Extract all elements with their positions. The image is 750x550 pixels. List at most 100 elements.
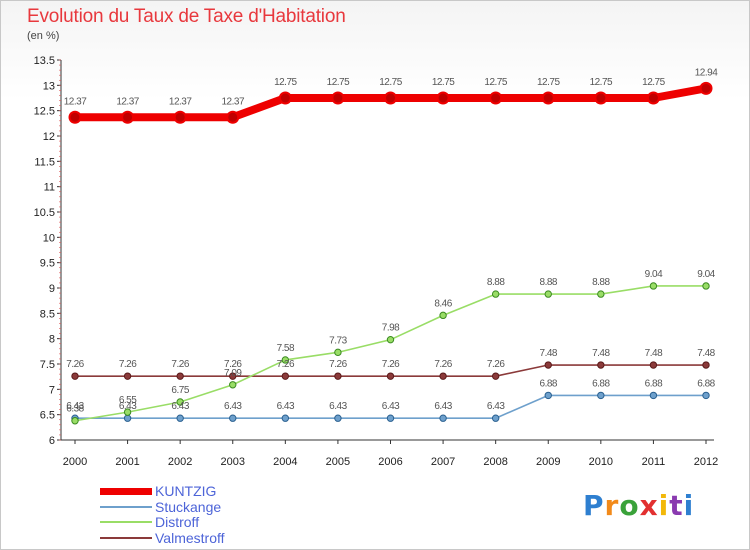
data-label: 7.73 [329,335,347,346]
data-label: 7.26 [382,359,400,370]
y-tick-label: 13.5 [34,55,55,67]
logo-letter: P [583,489,605,522]
legend-swatch-valmestroff [100,536,152,539]
y-tick-label: 12 [43,131,55,143]
data-point [649,361,658,369]
data-point [123,414,132,422]
line-chart: 66.577.588.599.51010.51111.51212.51313.5… [34,55,719,468]
legend-label: Valmestroff [155,529,225,546]
data-point [123,372,132,380]
data-label: 8.88 [540,277,558,288]
data-point [649,282,658,290]
data-point [229,414,237,422]
data-point [334,372,342,380]
data-label: 6.38 [66,404,84,415]
data-label: 7.48 [697,348,715,359]
data-label: 6.43 [329,401,347,412]
data-label: 6.43 [434,401,452,412]
y-tick-label: 9.5 [40,258,55,270]
data-label: 9.04 [645,269,663,280]
data-label: 7.26 [277,359,295,370]
data-point [439,372,447,380]
axes: 66.577.588.599.51010.51111.51212.51313.5… [34,55,719,468]
x-tick-label: 2011 [642,456,666,468]
data-label: 7.26 [487,359,505,370]
logo-letter: o [619,489,640,522]
data-label: 6.88 [697,378,715,389]
data-label: 6.43 [487,401,505,412]
data-label: 7.26 [119,359,137,370]
logo-letter: t [669,489,684,522]
data-label: 7.98 [382,323,400,334]
legend-swatch-distroff [100,521,152,523]
legend-label: Distroff [155,514,200,530]
y-tick-label: 8 [49,334,55,346]
data-point [702,391,710,400]
x-tick-label: 2009 [536,456,560,468]
data-label: 7.48 [645,348,663,359]
data-label: 12.94 [695,67,718,78]
y-tick-label: 7 [49,384,55,396]
y-tick-label: 6.5 [40,410,55,422]
x-tick-label: 2008 [483,456,507,468]
data-point [176,414,184,422]
data-label: 12.37 [64,96,87,107]
data-point [71,372,79,380]
data-point [281,356,290,364]
data-label: 6.43 [171,401,189,412]
legend-swatch-kuntzig [100,488,152,495]
data-label: 7.26 [329,359,347,370]
x-tick-label: 2007 [431,456,455,468]
data-point [491,290,500,298]
data-point-core [701,83,711,93]
data-label: 12.37 [221,96,244,107]
data-point [123,408,132,416]
data-point [597,290,605,298]
data-label: 6.43 [66,401,84,412]
data-point [229,372,237,380]
data-point-core [175,112,185,122]
data-label: 12.75 [432,77,455,88]
x-tick-label: 2004 [273,456,297,468]
logo-letter: i [683,489,695,522]
x-tick-label: 2003 [221,456,245,468]
data-point [281,414,290,422]
y-axis-unit: (en %) [27,30,60,42]
y-tick-label: 7.5 [40,359,55,371]
x-tick-label: 2001 [115,456,139,468]
data-label: 9.04 [697,269,715,280]
data-label: 7.26 [66,359,84,370]
y-tick-label: 8.5 [40,308,55,320]
data-point-core [333,93,343,103]
data-point [544,391,552,400]
data-label: 12.75 [537,77,560,88]
data-label: 12.37 [116,96,139,107]
data-point-core [596,93,606,103]
data-label: 6.88 [592,378,610,389]
logo-letter: r [604,489,620,522]
data-label: 6.43 [382,401,400,412]
data-point [334,348,342,357]
data-point [229,381,237,389]
data-point [386,335,395,344]
data-point-core [648,93,658,103]
data-label: 7.48 [540,348,558,359]
data-label: 8.88 [487,277,505,288]
x-tick-label: 2006 [378,456,402,468]
legend-swatch-stuckange [100,505,152,508]
data-label: 12.75 [642,77,665,88]
data-labels: 7.26 7.26 7.26 7.26 7.26 7.26 7.26 7.26 7.26 7.48… [64,67,719,415]
data-label: 6.43 [119,401,137,412]
data-label: 12.75 [590,77,613,88]
data-point [702,361,710,369]
data-point-core [386,93,395,103]
data-point-core [543,93,553,103]
data-point [491,414,500,422]
data-label: 12.75 [274,77,297,88]
data-point [491,372,500,380]
legend-label: Stuckange [155,498,222,515]
data-point [649,391,658,400]
data-point [597,391,605,400]
data-point [544,361,552,369]
x-tick-label: 2002 [168,456,192,468]
